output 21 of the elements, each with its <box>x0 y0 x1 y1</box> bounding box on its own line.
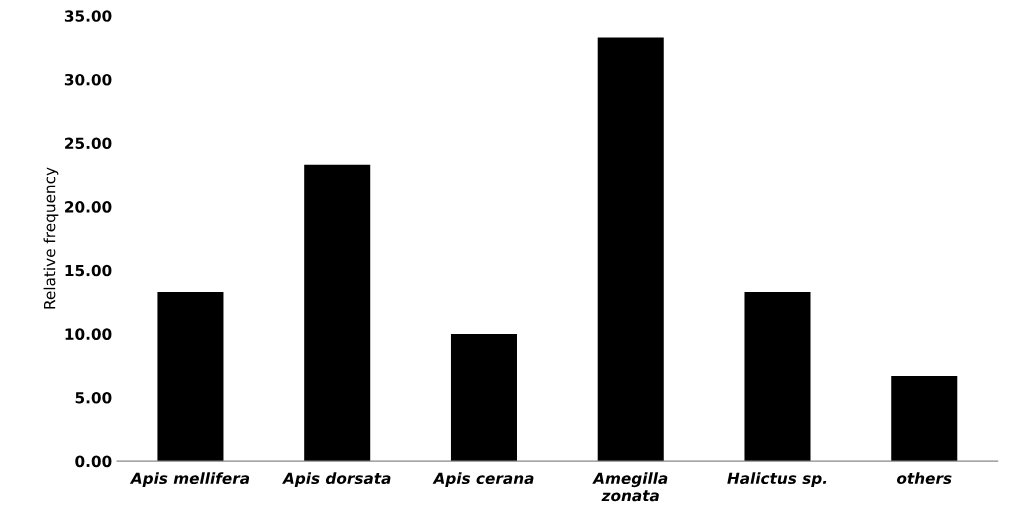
x-tick-label: others <box>896 472 952 485</box>
x-tick-label: Apis cerana <box>432 472 534 488</box>
x-tick-label: Amegilla zonata <box>592 472 668 502</box>
y-tick-label: 35.00 <box>64 10 112 22</box>
x-tick-label: Apis mellifera <box>129 472 250 488</box>
x-tick-label: Halictus sp. <box>727 472 827 488</box>
bar <box>597 37 664 462</box>
bar <box>304 164 371 462</box>
bar <box>891 375 958 462</box>
bar <box>157 291 224 462</box>
y-tick-label: 25.00 <box>65 137 112 150</box>
y-tick-label: 30.00 <box>64 73 112 86</box>
bar <box>450 333 517 462</box>
y-tick-label: 10.00 <box>65 328 112 340</box>
x-tick-label: Apis dorsata <box>282 472 391 488</box>
y-axis-title: Relative frequency <box>43 167 59 309</box>
y-tick-label: 20.00 <box>65 201 112 213</box>
y-tick-label: 5.00 <box>75 391 112 404</box>
y-tick-label: 15.00 <box>65 264 112 277</box>
bar <box>744 291 811 462</box>
y-tick-label: 0.00 <box>75 455 112 468</box>
